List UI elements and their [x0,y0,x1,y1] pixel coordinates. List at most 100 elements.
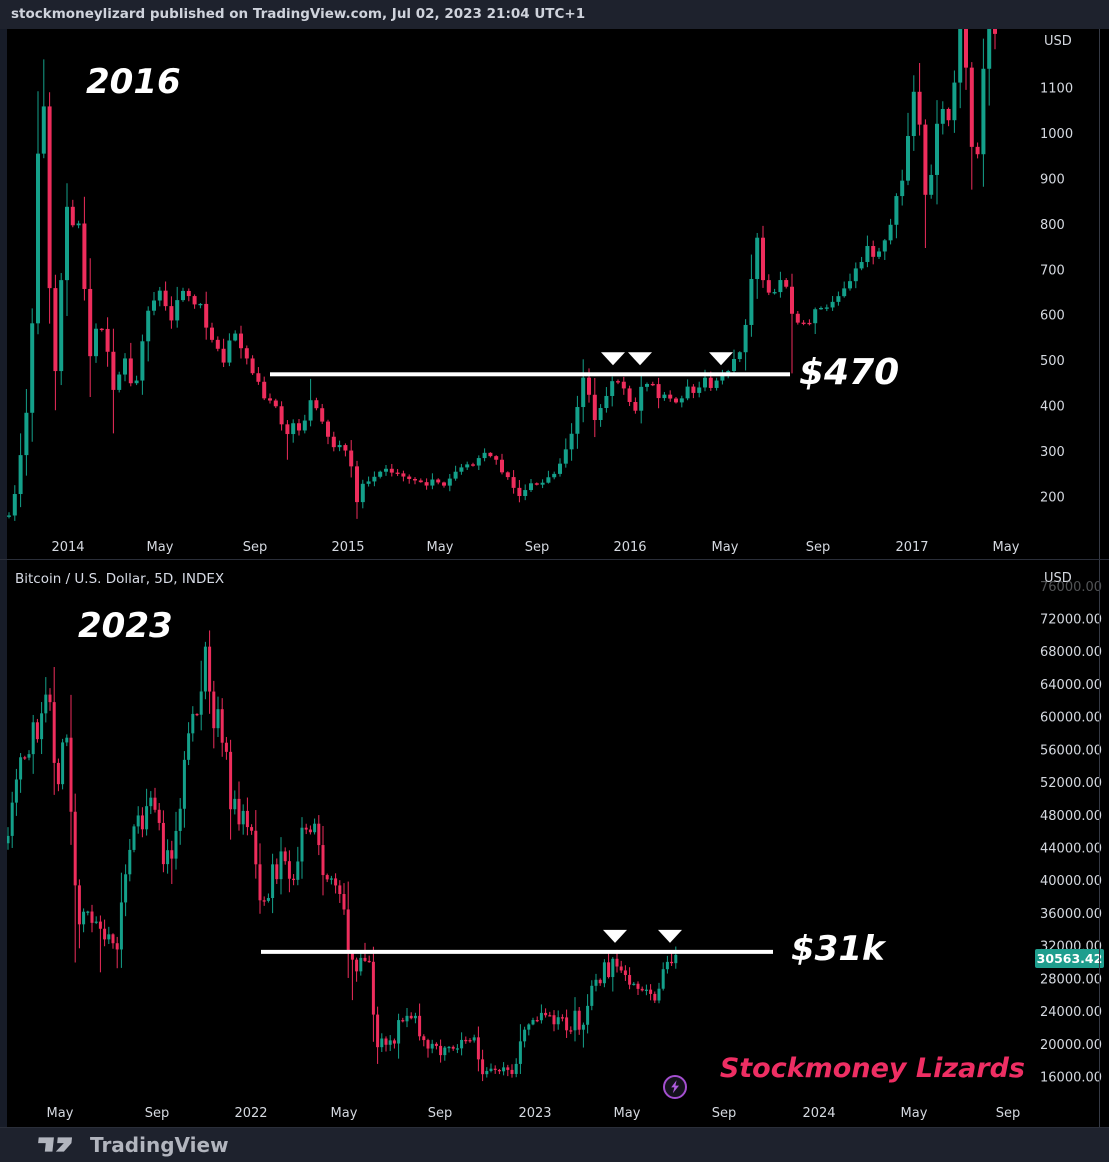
footer-bar [0,1128,1109,1162]
candle [569,433,574,450]
candle [346,909,350,954]
candle [291,423,296,435]
tradingview-logo-icon[interactable] [36,1136,78,1153]
candle [208,646,212,692]
candle [439,1045,443,1056]
y-axis-tick: 16000.00 [1040,1070,1102,1085]
candle [70,206,75,226]
candle [888,224,893,241]
candle [215,339,220,349]
x-axis-tick: May [614,1106,641,1121]
left-gutter [0,29,7,1128]
candle [296,861,300,880]
candle [384,468,388,472]
candle [321,845,325,876]
down-triangle-marker [709,352,733,366]
candle [447,478,452,486]
y-axis-tick: 900 [1040,172,1065,187]
candle [447,1046,451,1049]
candle [514,1063,518,1074]
tradingview-wordmark[interactable]: TradingView [90,1133,229,1157]
candle [41,106,46,154]
candle [350,953,354,960]
candle [535,1020,539,1022]
candle [378,471,383,477]
candle [505,472,510,478]
candle [292,878,296,881]
candle [935,123,939,175]
candle [481,1059,485,1075]
candle [73,811,77,886]
candle [679,398,684,403]
candle [766,280,771,293]
candle [442,482,446,486]
candle [969,67,974,147]
candle [182,759,186,809]
candle [325,875,329,880]
candle [355,466,359,503]
candle [592,394,597,421]
candle [297,423,301,431]
candle [111,934,115,944]
candle [460,1039,464,1049]
x-axis-tick: May [901,1106,928,1121]
candle [134,380,139,384]
candle [392,1040,396,1044]
candle [523,490,528,497]
candle [615,958,619,967]
candle [241,810,245,825]
currency-label-top: USD [1044,34,1072,49]
candle [300,827,304,862]
candle [476,458,481,466]
candle [27,754,31,758]
candle [47,106,52,289]
x-axis-tick: 2014 [51,540,84,555]
candle [372,476,377,482]
candle [389,468,394,473]
candle [331,436,336,448]
candle [761,237,765,281]
candle [795,313,800,323]
candle [30,323,35,413]
candle [124,874,128,903]
candle [853,268,858,282]
candle [203,646,207,692]
candle [670,961,674,964]
candle [161,822,165,865]
candle [674,398,678,403]
candle [140,815,144,830]
candle [191,713,195,734]
candle [123,358,127,375]
candle [668,394,673,399]
candle [882,240,887,252]
y-axis-tick: 56000.00 [1040,743,1102,758]
y-axis-tick: 28000.00 [1040,972,1102,987]
candle [848,281,852,289]
candle [12,494,17,516]
x-axis-tick: 2024 [802,1106,835,1121]
candle [204,303,209,328]
candle [830,301,835,308]
candle [586,1005,590,1025]
candle [24,412,29,456]
currency-label-bottom: USD [1044,571,1072,586]
candle [656,384,661,399]
candle [546,477,551,483]
candle [210,327,214,340]
candle [590,985,594,1006]
candle [640,988,644,991]
y-axis-tick: 40000.00 [1040,874,1102,889]
candle [275,864,279,880]
y-axis-tick: 44000.00 [1040,841,1102,856]
candle [511,477,516,488]
candle [175,300,180,321]
candle [493,1068,497,1070]
candle [149,797,153,807]
candle [355,959,359,972]
candle [320,408,325,422]
candle [569,1030,573,1032]
candle [451,1046,455,1049]
candle [598,979,602,984]
x-axis-tick: May [147,540,174,555]
